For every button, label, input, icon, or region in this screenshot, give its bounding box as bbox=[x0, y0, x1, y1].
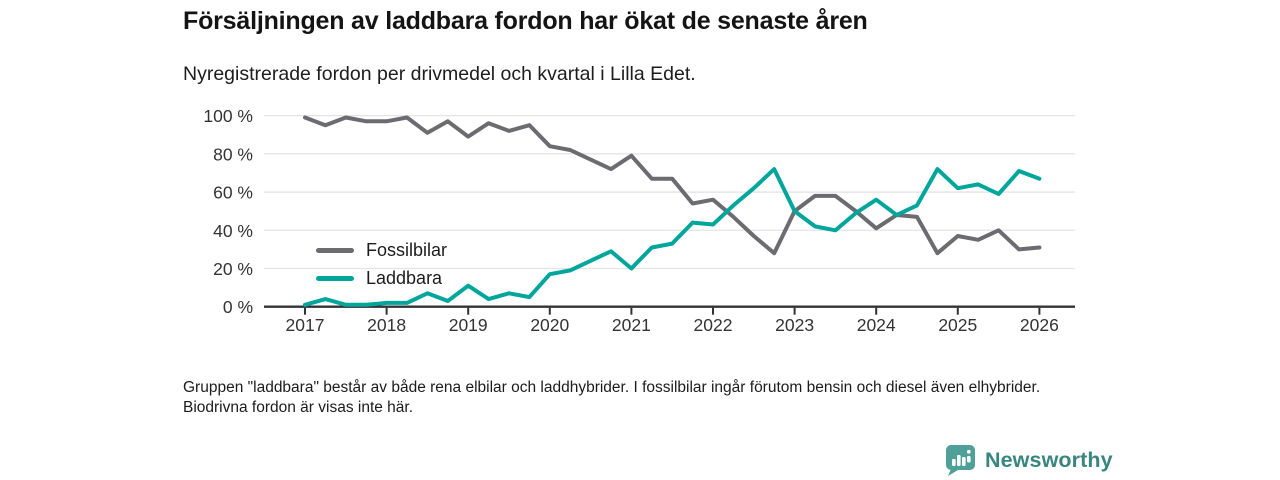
chart-footnote: Gruppen "laddbara" består av både rena e… bbox=[183, 379, 1041, 416]
legend-item-laddbara: Laddbara bbox=[316, 264, 447, 292]
bar-chart-bubble-icon bbox=[946, 445, 975, 476]
laddbara-line-swatch bbox=[316, 275, 354, 281]
legend-label: Laddbara bbox=[366, 267, 443, 288]
y-axis-tick-label: 0 % bbox=[223, 297, 253, 317]
fossilbilar-line-swatch bbox=[316, 247, 354, 253]
series-line-fossilbilar bbox=[303, 115, 1042, 256]
x-axis-tick-label: 2022 bbox=[694, 315, 733, 335]
x-axis-tick-label: 2019 bbox=[449, 315, 488, 335]
logo-wordmark: Newsworthy bbox=[985, 448, 1113, 472]
x-axis-tick-label: 2020 bbox=[530, 315, 569, 335]
y-axis-tick-label: 60 % bbox=[213, 183, 253, 203]
x-axis-tick-label: 2023 bbox=[775, 315, 814, 335]
page-title: Försäljningen av laddbara fordon har öka… bbox=[183, 7, 868, 35]
page-subtitle: Nyregistrerade fordon per drivmedel och … bbox=[183, 63, 696, 85]
x-axis-tick-label: 2017 bbox=[286, 315, 325, 335]
x-axis-tick-label: 2018 bbox=[367, 315, 406, 335]
legend-item-fossilbilar: Fossilbilar bbox=[316, 236, 447, 264]
y-axis-tick-label: 100 % bbox=[203, 106, 253, 126]
chart-legend: Fossilbilar Laddbara bbox=[316, 236, 447, 292]
legend-label: Fossilbilar bbox=[366, 239, 448, 260]
x-axis-tick-label: 2021 bbox=[612, 315, 651, 335]
x-axis-tick-label: 2026 bbox=[1020, 315, 1059, 335]
y-axis-tick-label: 40 % bbox=[213, 221, 253, 241]
newsworthy-logo: Newsworthy bbox=[944, 444, 1113, 477]
y-axis-tick-label: 80 % bbox=[213, 144, 253, 164]
series-line-laddbara bbox=[303, 167, 1042, 307]
x-axis-tick-label: 2024 bbox=[857, 315, 896, 335]
x-axis-tick-label: 2025 bbox=[938, 315, 977, 335]
y-axis-tick-label: 20 % bbox=[213, 259, 253, 279]
